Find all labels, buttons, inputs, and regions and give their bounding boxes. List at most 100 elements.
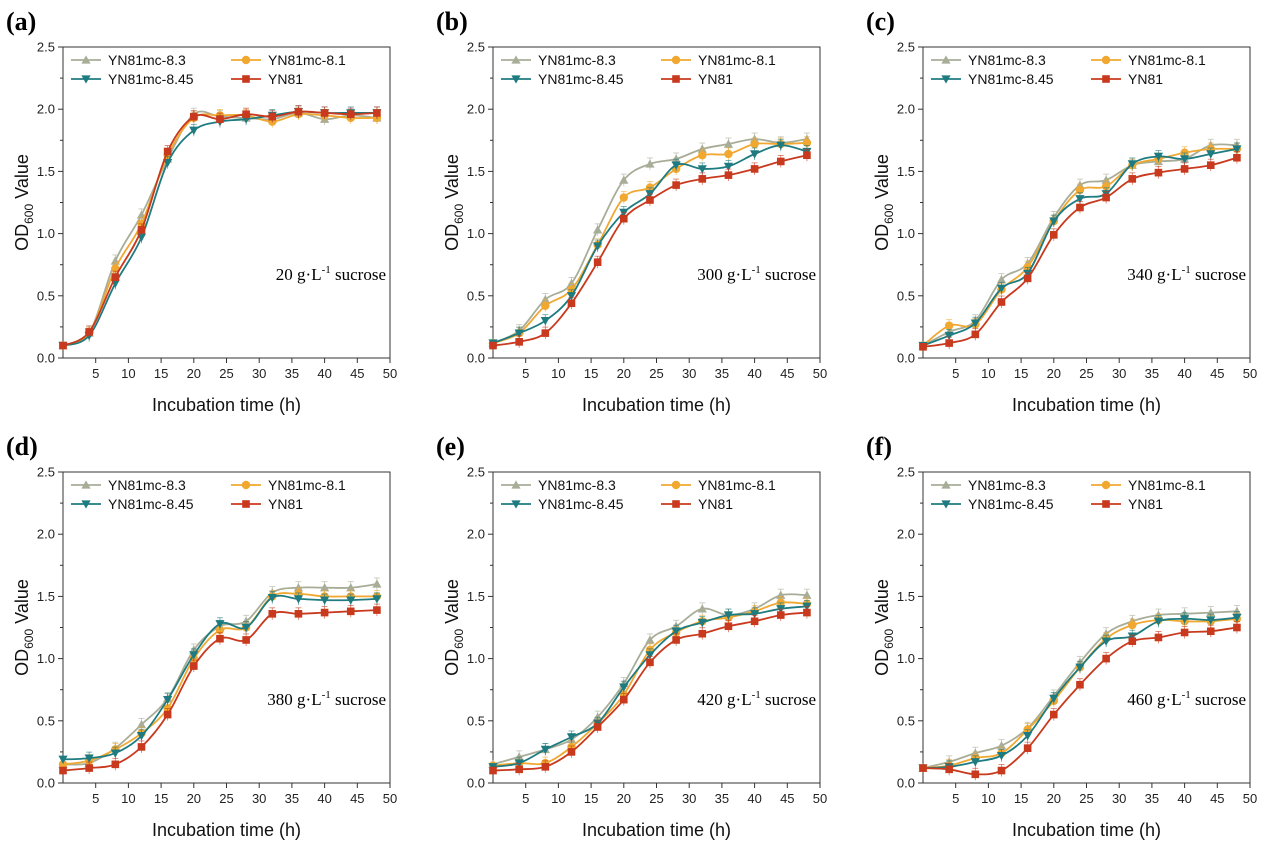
series-4: [59, 105, 381, 350]
plot-frame: [492, 471, 821, 784]
y-tick-label: 1.0: [467, 226, 485, 241]
legend-swatch-marker: [941, 55, 951, 64]
data-point: [724, 149, 733, 159]
y-axis-title-sub: 600: [882, 204, 896, 224]
y-axis-title: OD600 Value: [12, 579, 36, 676]
data-point: [803, 608, 811, 617]
series-1: [488, 588, 812, 769]
data-point: [1128, 175, 1137, 183]
legend-swatch-marker: [241, 55, 251, 65]
data-point: [1180, 628, 1189, 637]
legend: YN81mc-8.3 YN81mc-8.1 YN81mc-8.45 YN81: [501, 477, 776, 512]
data-point: [697, 618, 707, 628]
data-point: [110, 749, 120, 758]
series-3: [58, 105, 382, 351]
x-tick-label: 35: [715, 791, 729, 806]
series-4: [919, 151, 1241, 351]
data-point: [242, 110, 250, 118]
data-point: [802, 590, 812, 599]
y-tick-label: 0.0: [897, 776, 915, 791]
x-tick-label: 5: [952, 791, 959, 806]
data-point: [723, 139, 734, 148]
data-point: [1075, 663, 1085, 672]
data-point: [750, 165, 759, 173]
data-point: [320, 596, 330, 605]
data-point: [619, 193, 628, 202]
series-2: [488, 596, 812, 770]
y-tick-label: 2.0: [897, 527, 915, 542]
data-point: [136, 719, 147, 729]
data-point: [1076, 203, 1084, 212]
x-tick-label: 25: [219, 791, 233, 806]
data-point: [646, 196, 654, 204]
data-point: [541, 763, 550, 771]
data-point: [541, 329, 550, 337]
data-point: [85, 328, 93, 336]
legend-swatch-marker: [1102, 75, 1110, 83]
data-point: [996, 751, 1007, 761]
data-point: [646, 658, 654, 667]
data-point: [320, 109, 329, 117]
x-tick-label: 25: [219, 366, 233, 381]
legend-label: YN81mc-8.45: [968, 71, 1054, 87]
x-tick-label: 15: [584, 366, 598, 381]
y-tick-label: 0.0: [467, 776, 485, 791]
data-point: [698, 629, 707, 638]
x-tick-label: 45: [780, 791, 794, 806]
panel-label: (a): [6, 7, 36, 36]
x-tick-label: 30: [682, 366, 696, 381]
panel-1: (a) 0.0 0.5 1.0 1.5 2.0 2.5 5 10 15 20 25 30 35 40 45 50…: [6, 7, 397, 415]
series-2: [58, 107, 382, 350]
x-tick-label: 40: [747, 791, 761, 806]
x-tick-label: 20: [1047, 366, 1061, 381]
data-point: [242, 636, 250, 644]
panel-label: (b): [436, 7, 468, 36]
data-point: [619, 683, 629, 692]
data-point: [58, 755, 68, 764]
annotation-prefix: 380 g·L: [267, 690, 321, 709]
data-point: [372, 595, 382, 604]
data-point: [1128, 620, 1137, 630]
legend-label: YN81: [268, 71, 303, 87]
data-point: [1101, 637, 1111, 646]
data-point: [540, 745, 550, 755]
x-tick-label: 50: [813, 791, 827, 806]
x-tick-label: 40: [1177, 791, 1191, 806]
legend-swatch-marker: [242, 500, 250, 508]
series-line: [492, 605, 807, 768]
x-tick-label: 35: [1145, 366, 1159, 381]
data-point: [373, 606, 381, 614]
annotation-suffix: sucrose: [331, 690, 386, 709]
x-tick-label: 35: [715, 366, 729, 381]
y-tick-label: 2.5: [37, 465, 55, 480]
series-line: [922, 143, 1237, 347]
legend-label: YN81mc-8.1: [1128, 477, 1206, 493]
data-point: [1233, 153, 1241, 162]
data-point: [724, 171, 733, 179]
legend-label: YN81mc-8.1: [268, 477, 346, 493]
x-tick-label: 15: [1014, 791, 1028, 806]
legend-swatch-marker: [241, 480, 251, 490]
data-point: [619, 175, 629, 184]
x-tick-label: 10: [981, 791, 995, 806]
data-point: [645, 651, 655, 660]
x-tick-label: 5: [522, 366, 529, 381]
annotation-sup: -1: [322, 689, 331, 701]
y-axis-title-rest: Value: [12, 154, 32, 204]
data-point: [373, 109, 381, 117]
data-point: [189, 126, 199, 135]
legend-swatch-marker: [941, 480, 951, 489]
data-point: [514, 329, 524, 338]
series-line: [62, 110, 377, 347]
annotation-sup: -1: [1182, 264, 1191, 276]
data-point: [540, 294, 550, 304]
data-point: [1075, 185, 1085, 195]
legend: YN81mc-8.3 YN81mc-8.1 YN81mc-8.45 YN81: [71, 52, 346, 87]
x-tick-label: 50: [1243, 791, 1257, 806]
x-tick-label: 45: [350, 366, 364, 381]
panel-5: (e) 0.0 0.5 1.0 1.5 2.0 2.5 5 10 15 20 25 30 35 40 45 50…: [436, 432, 827, 840]
data-point: [163, 710, 172, 719]
y-tick-label: 1.0: [37, 226, 55, 241]
x-tick-label: 20: [617, 366, 631, 381]
data-point: [567, 299, 576, 308]
